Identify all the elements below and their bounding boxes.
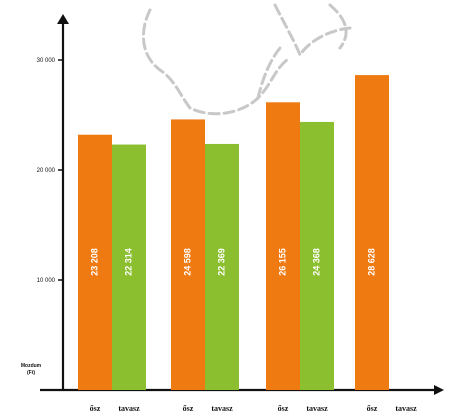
bar-value-label: 24 368 (311, 248, 321, 276)
y-axis-arrow (57, 14, 69, 24)
bar-value-label: 23 208 (89, 248, 99, 276)
category-label: tavasz (306, 404, 328, 413)
bar (355, 75, 389, 390)
y-tick-label: 20 000 (37, 168, 56, 174)
category-label: tavasz (118, 404, 140, 413)
y-ticks: 10 000 20 000 30 000 (37, 58, 63, 284)
bars: 23 208 22 314 24 598 22 369 26 155 24 368 28 6… (78, 75, 389, 391)
category-label: ősz (183, 404, 194, 413)
y-tick-label: 30 000 (37, 58, 56, 64)
category-label: ősz (367, 404, 378, 413)
x-axis-arrow (434, 385, 444, 395)
category-label: tavasz (395, 404, 417, 413)
bar (205, 143, 239, 390)
bar-value-label: 22 314 (123, 248, 133, 276)
y-axis-title: Mozdum (Ft) (21, 363, 42, 376)
bar (171, 119, 205, 390)
bar (266, 102, 300, 391)
bar (300, 121, 334, 391)
y-tick-label: 10 000 (37, 278, 56, 284)
category-labels: ősz tavasz ősz tavasz ősz tavasz ősz tavasz (90, 404, 417, 413)
bar (112, 144, 146, 390)
category-label: ősz (90, 404, 101, 413)
bar-value-label: 24 598 (182, 248, 192, 276)
bar-value-label: 22 369 (216, 248, 226, 276)
category-label: ősz (278, 404, 289, 413)
category-label: tavasz (211, 404, 233, 413)
bar (78, 134, 112, 390)
background-sketch (141, 3, 352, 116)
bar-value-label: 28 628 (366, 248, 376, 276)
bar-value-label: 26 155 (277, 248, 287, 276)
